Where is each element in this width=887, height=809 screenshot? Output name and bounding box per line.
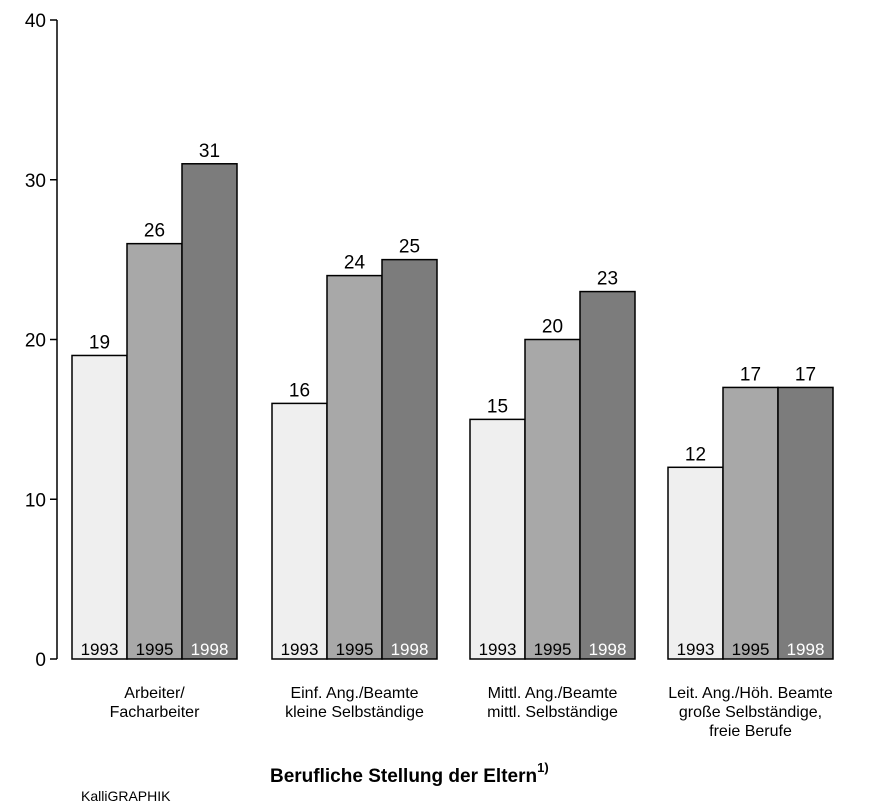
value-label: 12 <box>685 444 706 465</box>
value-label: 24 <box>344 253 366 274</box>
year-label: 1998 <box>589 640 627 659</box>
category-label: Einf. Ang./Beamte kleine Selbständige <box>285 685 424 721</box>
bar-1993 <box>469 418 526 660</box>
value-label: 17 <box>740 364 761 385</box>
year-label: 1993 <box>479 640 517 659</box>
bar-1998 <box>381 258 438 660</box>
bar-1998 <box>181 163 238 660</box>
bar-1995 <box>524 338 581 660</box>
category-label: Arbeiter/Facharbeiter <box>110 685 200 721</box>
year-label: 1995 <box>732 640 770 659</box>
y-tick-label: 30 <box>25 171 46 192</box>
category-label-line: Einf. Ang./Beamte <box>290 685 418 702</box>
year-label: 1995 <box>136 640 174 659</box>
bar-1998 <box>579 290 636 660</box>
year-label: 1993 <box>281 640 319 659</box>
category-label: Leit. Ang./Höh. Beamte große Selbständige… <box>668 685 833 740</box>
year-label: 1995 <box>534 640 572 659</box>
value-label: 25 <box>399 237 420 258</box>
value-label: 23 <box>597 269 618 290</box>
value-label: 17 <box>795 364 816 385</box>
year-label: 1993 <box>677 640 715 659</box>
year-label: 1998 <box>191 640 229 659</box>
bar-1993 <box>71 354 128 660</box>
y-tick-label: 10 <box>25 490 46 511</box>
year-label: 1998 <box>391 640 429 659</box>
category-label-line: Arbeiter/ <box>124 685 185 702</box>
bar-1995 <box>126 242 183 660</box>
category-label-line: Mittl. Ang./Beamte <box>488 685 618 702</box>
year-label: 1995 <box>336 640 374 659</box>
category-label-line: Facharbeiter <box>110 704 200 721</box>
category-label: Mittl. Ang./Beamte mittl. Selbständige <box>487 685 618 721</box>
category-label-line: kleine Selbständige <box>285 704 424 721</box>
y-tick-label: 0 <box>35 650 46 671</box>
category-label-line: freie Berufe <box>709 723 792 740</box>
footnote-marker: 1) <box>537 760 549 775</box>
y-tick-label: 20 <box>25 331 46 352</box>
category-label-line: große Selbständige, <box>679 704 822 721</box>
year-label: 1998 <box>787 640 825 659</box>
category-label-line: mittl. Selbständige <box>487 704 618 721</box>
category-label-line: Leit. Ang./Höh. Beamte <box>668 685 833 702</box>
year-label: 1993 <box>81 640 119 659</box>
bar-1993 <box>271 402 328 660</box>
x-axis-label: Berufliche Stellung der Eltern1) <box>270 760 549 787</box>
value-label: 20 <box>542 317 563 338</box>
value-label: 26 <box>144 221 165 242</box>
bar-1993 <box>667 466 724 660</box>
bar-1995 <box>326 274 383 660</box>
value-label: 16 <box>289 380 310 401</box>
bar-1995 <box>722 386 779 660</box>
bar-1998 <box>777 386 834 660</box>
value-label: 15 <box>487 396 508 417</box>
credit-label: KalliGRAPHIK <box>81 788 171 804</box>
value-label: 19 <box>89 332 110 353</box>
value-label: 31 <box>199 141 220 162</box>
y-tick-label: 40 <box>25 11 46 32</box>
